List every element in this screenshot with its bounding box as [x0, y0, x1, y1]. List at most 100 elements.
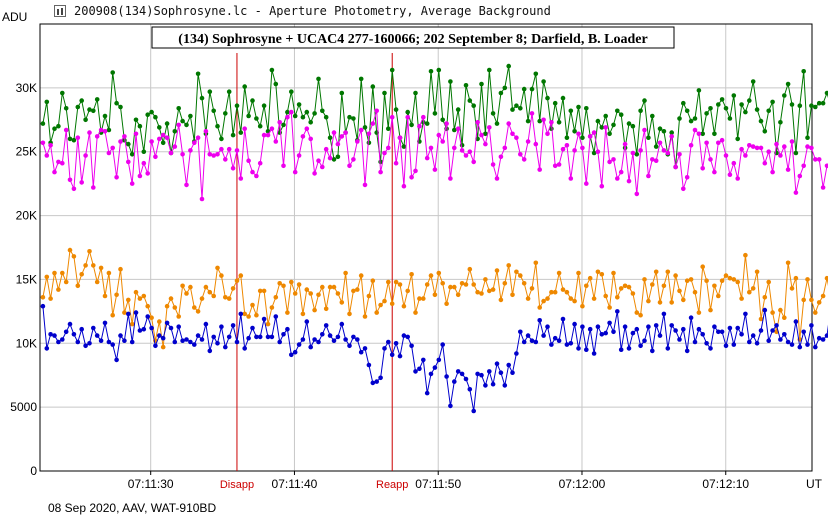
data-point: [762, 160, 768, 166]
data-point: [145, 314, 150, 319]
data-point: [106, 150, 112, 156]
data-point: [816, 100, 822, 106]
data-point: [529, 111, 535, 116]
data-point: [556, 120, 562, 125]
data-point: [727, 116, 733, 121]
data-point: [490, 287, 496, 292]
data-point: [432, 292, 438, 298]
data-point: [750, 79, 756, 84]
data-point: [471, 282, 477, 287]
data-point: [320, 332, 325, 337]
data-point: [114, 292, 119, 298]
data-point: [743, 153, 748, 158]
data-point: [646, 135, 651, 140]
data-point: [673, 164, 678, 170]
data-point: [541, 79, 546, 84]
data-point: [292, 349, 298, 355]
data-point: [552, 163, 558, 169]
data-point: [223, 111, 228, 116]
data-point: [611, 122, 616, 128]
app-icon[interactable]: [54, 5, 66, 17]
data-point: [413, 369, 418, 374]
data-point: [421, 296, 426, 301]
data-point: [180, 283, 185, 289]
data-point: [40, 121, 46, 126]
data-point: [603, 330, 608, 336]
data-point: [490, 162, 496, 167]
data-point: [642, 338, 647, 344]
data-point: [793, 190, 799, 195]
data-point: [432, 167, 438, 172]
data-point: [483, 141, 488, 147]
data-point: [339, 321, 345, 327]
series-group: [40, 247, 828, 350]
data-point: [176, 314, 181, 319]
data-point: [669, 130, 674, 135]
data-point: [409, 175, 414, 180]
data-point: [665, 346, 671, 351]
data-point: [754, 107, 760, 112]
data-point: [289, 279, 294, 285]
data-point: [692, 339, 698, 345]
data-point: [91, 108, 96, 114]
data-point: [327, 155, 333, 161]
data-point: [770, 169, 775, 175]
data-point: [758, 328, 764, 333]
data-point: [541, 117, 546, 123]
data-point: [157, 319, 162, 324]
data-point: [758, 118, 764, 124]
data-point: [653, 323, 659, 328]
data-point: [48, 296, 53, 301]
data-point: [584, 181, 589, 186]
data-point: [785, 167, 791, 172]
data-point: [83, 153, 88, 158]
data-point: [436, 67, 442, 73]
data-point: [145, 171, 150, 176]
data-point: [71, 332, 77, 337]
data-point: [292, 291, 298, 296]
data-point: [87, 107, 92, 112]
data-point: [541, 298, 546, 304]
data-point: [630, 330, 636, 336]
data-point: [716, 329, 721, 335]
data-point: [304, 109, 310, 115]
data-point: [320, 284, 325, 290]
plot-frame: [39, 23, 813, 472]
data-point: [48, 143, 53, 148]
data-point: [747, 143, 752, 148]
data-point: [261, 132, 267, 138]
data-point: [308, 136, 314, 142]
data-point: [716, 293, 721, 299]
data-point: [642, 277, 647, 282]
data-point: [467, 266, 473, 272]
data-point: [564, 135, 570, 140]
data-point: [801, 163, 806, 169]
data-point: [634, 326, 640, 332]
data-point: [688, 118, 694, 124]
x-tick-label: 07:11:40: [272, 477, 318, 491]
data-point: [618, 112, 624, 117]
data-point: [452, 145, 457, 151]
data-point: [401, 183, 407, 189]
data-point: [564, 342, 570, 347]
data-point: [428, 371, 434, 377]
data-point: [98, 265, 104, 271]
data-point: [758, 145, 764, 151]
y-tick-label: 5000: [10, 400, 37, 414]
data-point: [537, 118, 542, 124]
data-point: [300, 311, 306, 317]
data-point: [448, 176, 453, 181]
data-point: [421, 357, 426, 363]
data-point: [483, 383, 488, 388]
data-point: [44, 99, 50, 105]
data-point: [347, 343, 352, 349]
data-point: [700, 131, 705, 137]
data-point: [122, 134, 127, 139]
data-point: [199, 196, 205, 202]
data-point: [634, 152, 640, 157]
data-point: [572, 148, 577, 153]
data-point: [824, 275, 828, 281]
data-point: [824, 90, 828, 96]
data-point: [180, 118, 185, 124]
data-point: [518, 106, 523, 111]
